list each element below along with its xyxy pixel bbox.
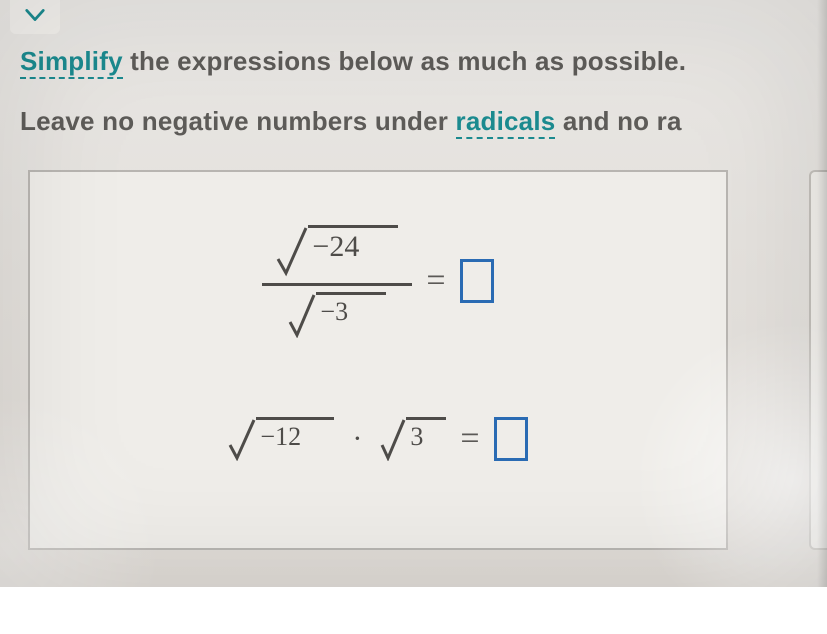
instruction-line-1-rest: the expressions below as much as possibl… xyxy=(123,46,686,76)
page-right-shadow xyxy=(817,0,827,587)
chevron-down-icon xyxy=(24,7,46,28)
radical-icon xyxy=(276,225,308,277)
multiplication-dot: · xyxy=(348,422,366,456)
numerator-radical: −24 xyxy=(276,225,398,277)
denominator-radicand: −3 xyxy=(316,295,386,327)
equals-sign: = xyxy=(460,420,479,458)
answer-input-2[interactable] xyxy=(494,417,528,461)
radical-icon xyxy=(380,417,406,461)
problem-container: −24 −3 = −12 xyxy=(28,170,728,550)
fraction-bar xyxy=(262,283,412,286)
equation-2: −12 · 3 = xyxy=(228,369,527,509)
instruction-line-2-post: and no ra xyxy=(555,106,681,136)
numerator-radicand: −24 xyxy=(308,228,398,264)
equals-sign: = xyxy=(426,262,445,300)
instruction-line-2-pre: Leave no negative numbers under xyxy=(20,106,456,136)
left-radicand: −12 xyxy=(256,420,334,452)
answer-input-1[interactable] xyxy=(460,259,494,303)
instruction-line-1: Simplify the expressions below as much a… xyxy=(20,46,810,77)
instruction-line-2: Leave no negative numbers under radicals… xyxy=(20,106,827,137)
radicals-link[interactable]: radicals xyxy=(456,106,556,139)
collapse-toggle[interactable] xyxy=(10,0,60,34)
right-radical: 3 xyxy=(380,417,446,461)
right-radicand: 3 xyxy=(406,420,446,452)
equation-1: −24 −3 = xyxy=(262,211,493,351)
fraction: −24 −3 xyxy=(262,225,412,338)
radical-icon xyxy=(288,292,316,338)
denominator-radical: −3 xyxy=(288,292,386,338)
radical-icon xyxy=(228,417,256,461)
left-radical: −12 xyxy=(228,417,334,461)
simplify-link[interactable]: Simplify xyxy=(20,46,123,79)
